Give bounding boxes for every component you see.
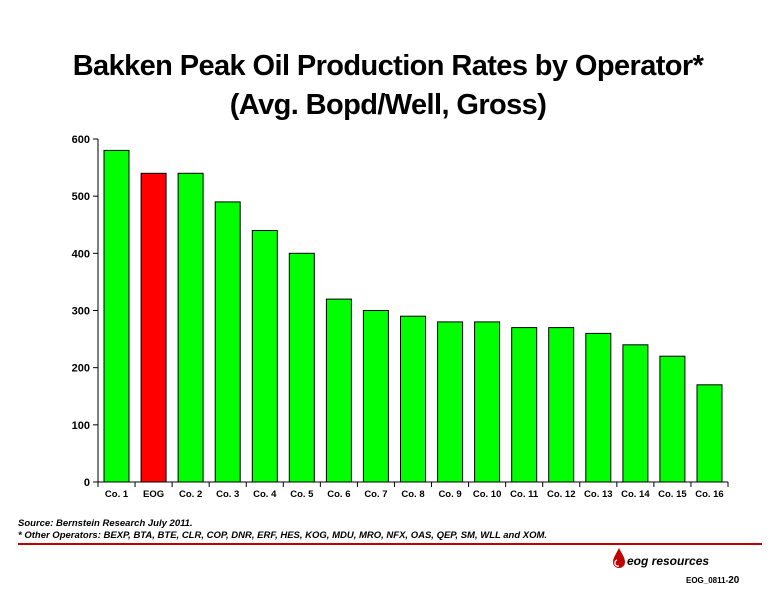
x-tick-label: Co. 14 <box>621 489 650 500</box>
plot-area: 0 100 200 300 400 500 600 Co. 1 EOG Co. 2 Co. 3 Co.… <box>72 134 729 500</box>
bar-co-11 <box>511 327 538 483</box>
eog-logo: eog resources <box>611 547 761 573</box>
x-tick-label: Co. 8 <box>401 489 424 500</box>
bar-co-15 <box>659 355 686 483</box>
slide-identifier: EOG_0811-20 <box>686 575 739 586</box>
x-tick-label: Co. 10 <box>473 489 502 500</box>
bar-co-8 <box>400 315 426 483</box>
chart-title-line-2: (Avg. Bopd/Well, Gross) <box>229 89 547 121</box>
x-tick-label: Co. 2 <box>179 489 202 500</box>
bar-co-14 <box>622 344 649 483</box>
bar-co-2 <box>177 172 204 483</box>
bar-co-3 <box>214 201 241 483</box>
x-tick-label: Co. 3 <box>216 489 239 500</box>
bar-co-13 <box>585 332 612 483</box>
bar-co-1 <box>103 149 130 483</box>
x-tick-label: EOG <box>143 489 164 500</box>
x-tick-label: Co. 15 <box>658 489 687 500</box>
bar-co-7 <box>362 310 389 483</box>
chart-title-line-1: Bakken Peak Oil Production Rates by Oper… <box>72 50 704 82</box>
bar-co-4 <box>251 230 278 483</box>
bar-eog <box>140 172 167 483</box>
y-tick-label: 400 <box>72 248 90 260</box>
x-tick-label: Co. 4 <box>253 489 277 500</box>
x-tick-label: Co. 13 <box>584 489 613 500</box>
x-tick-label: Co. 5 <box>290 489 314 500</box>
y-tick-label: 500 <box>72 191 90 203</box>
x-tick-label: Co. 12 <box>547 489 576 500</box>
x-tick-label: Co. 9 <box>438 489 461 500</box>
y-tick-label: 100 <box>72 420 90 432</box>
oil-drop-icon <box>613 548 625 568</box>
source-note: Source: Bernstein Research July 2011. <box>18 518 193 529</box>
x-tick-label: Co. 11 <box>510 489 539 500</box>
x-tick-label: Co. 1 <box>105 489 129 500</box>
bar-co-9 <box>437 321 464 483</box>
bar-co-10 <box>474 321 501 483</box>
x-tick-label: Co. 7 <box>364 489 387 500</box>
other-operators-note: * Other Operators: BEXP, BTA, BTE, CLR, … <box>18 530 548 541</box>
x-tick-label: Co. 6 <box>327 489 350 500</box>
page-number: 20 <box>728 575 740 586</box>
bar-co-16 <box>696 384 723 483</box>
bar-co-6 <box>325 298 352 483</box>
logo-text: eog resources <box>627 554 710 568</box>
bar-co-12 <box>548 327 575 483</box>
footer-rule <box>18 543 762 545</box>
y-tick-label: 200 <box>72 363 90 375</box>
x-tick-label: Co. 16 <box>695 489 724 500</box>
bar-co-5 <box>288 252 315 483</box>
slide-code: EOG_0811- <box>686 576 729 585</box>
y-tick-label: 600 <box>72 134 90 146</box>
y-tick-label: 0 <box>84 477 90 489</box>
y-tick-label: 300 <box>72 306 90 318</box>
